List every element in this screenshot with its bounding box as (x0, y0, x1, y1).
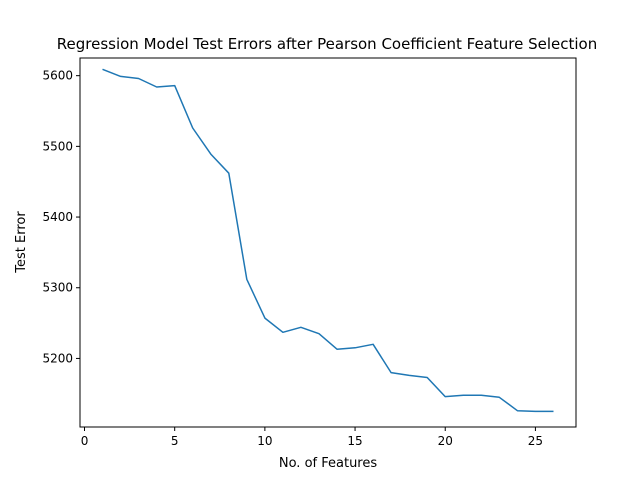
y-tick-label: 5200 (42, 351, 73, 365)
x-tick-label: 5 (171, 434, 179, 448)
series-line (102, 68, 554, 413)
x-tick-label: 25 (528, 434, 543, 448)
x-axis-label: No. of Features (279, 456, 378, 471)
y-tick-label: 5300 (42, 281, 73, 295)
y-axis-label: Test Error (14, 211, 29, 274)
y-tick-label: 5600 (42, 69, 73, 83)
x-tick-label: 20 (438, 434, 453, 448)
x-tick-label: 10 (257, 434, 272, 448)
plot-area (102, 68, 554, 413)
axes-frame (79, 57, 577, 428)
x-tick-label: 15 (347, 434, 362, 448)
chart-title: Regression Model Test Errors after Pears… (57, 35, 597, 53)
y-tick-label: 5500 (42, 139, 73, 153)
y-tick-label: 5400 (42, 210, 73, 224)
x-axis: 0 5 10 15 20 25 (81, 427, 543, 448)
y-axis: 5200 5300 5400 5500 5600 (42, 69, 80, 365)
x-tick-label: 0 (81, 434, 89, 448)
